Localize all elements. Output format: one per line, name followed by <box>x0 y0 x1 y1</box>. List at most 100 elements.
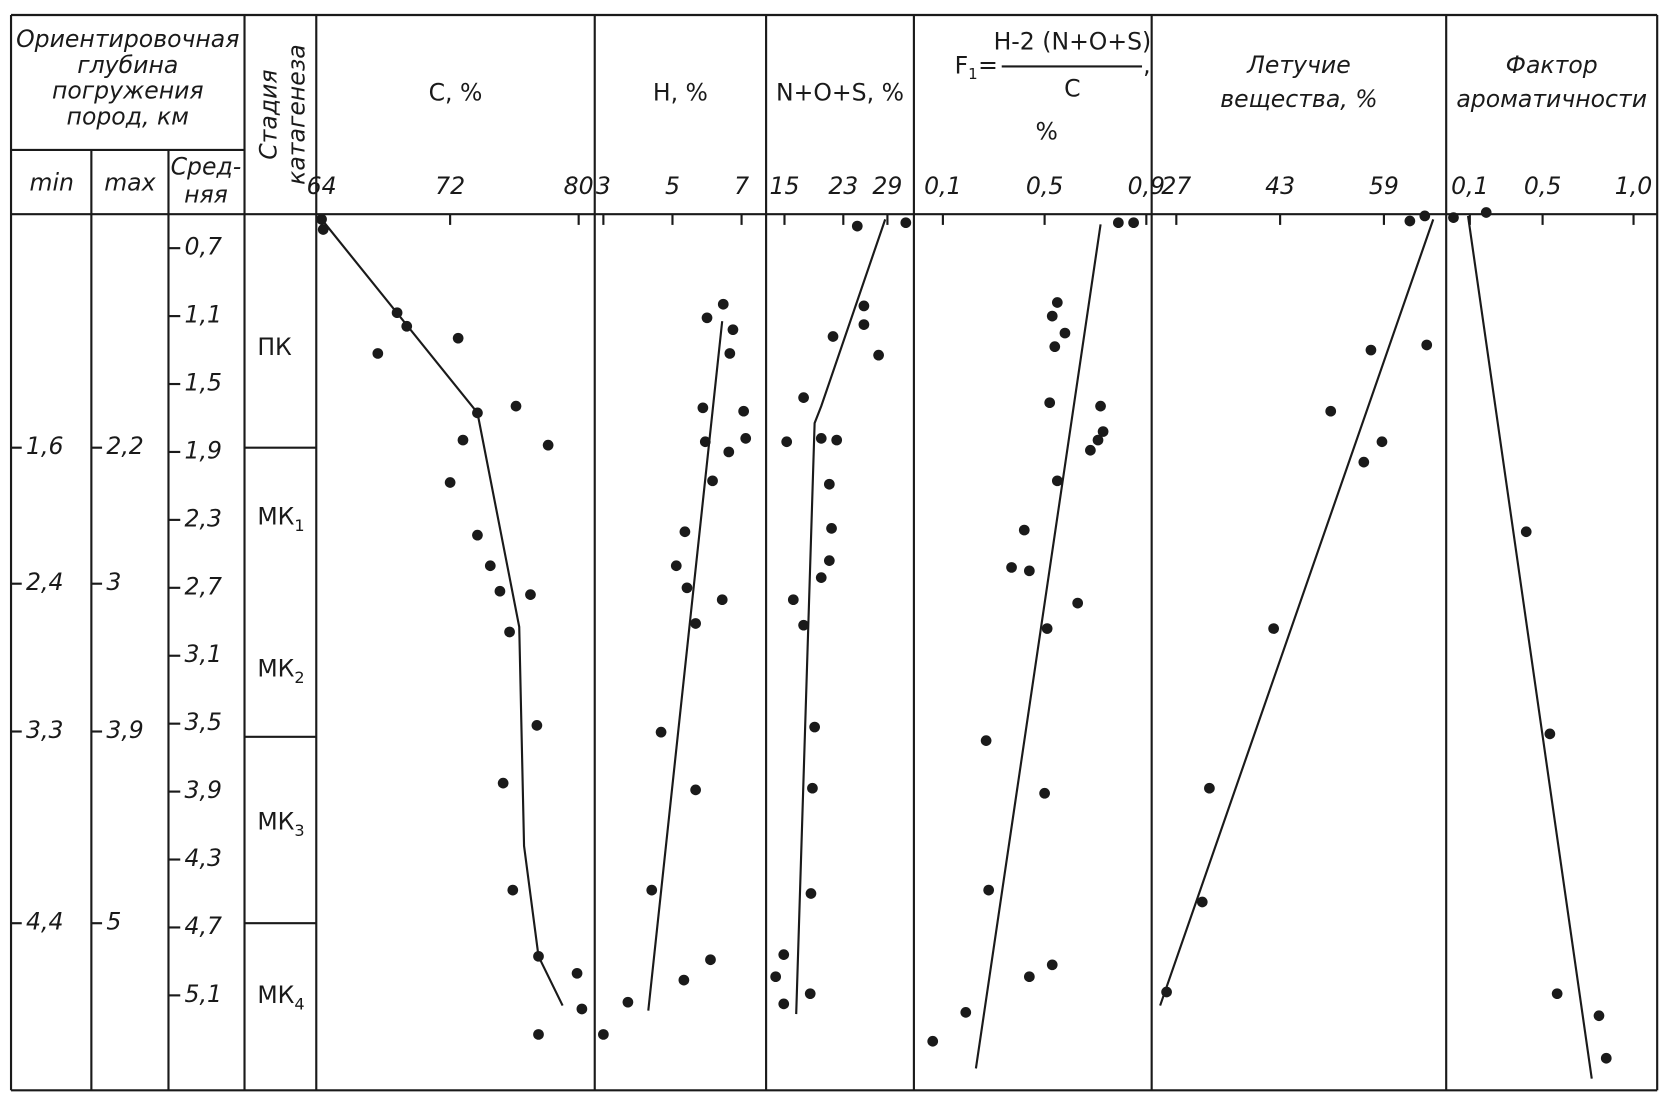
data-point <box>798 392 809 403</box>
data-point <box>1023 971 1035 983</box>
y-tick-label: 5,1 <box>185 980 222 1008</box>
data-point <box>815 572 827 583</box>
x-tick-label: 43 <box>1265 172 1295 200</box>
stage-label: МК2 <box>257 654 304 687</box>
header-line: Ориентировочная <box>16 25 239 53</box>
x-tick-label: 0,1 <box>1451 172 1488 200</box>
x-tick-label: 15 <box>769 172 799 200</box>
data-point <box>1051 475 1063 487</box>
title-symbol: F <box>955 51 969 79</box>
data-point <box>497 777 509 789</box>
data-point <box>960 1007 972 1018</box>
avg-header: Сред- <box>171 153 242 181</box>
range-label: 3,9 <box>106 716 143 744</box>
data-point <box>670 560 682 572</box>
stage-sub: 1 <box>294 515 304 534</box>
range-label: 2,4 <box>26 568 63 596</box>
data-point <box>1421 339 1433 351</box>
x-tick-label: 3 <box>596 172 611 200</box>
data-point <box>510 400 522 412</box>
stage-name: МК <box>257 654 294 682</box>
data-point <box>727 324 739 336</box>
data-point <box>697 402 709 414</box>
y-tick-label: 1,9 <box>185 436 222 464</box>
data-point <box>1204 782 1215 794</box>
data-point <box>1520 526 1532 538</box>
x-tick-label: 27 <box>1161 172 1191 200</box>
data-point <box>1600 1052 1612 1064</box>
data-point <box>1059 327 1071 339</box>
data-point <box>401 320 413 332</box>
data-point <box>1128 217 1139 229</box>
data-point <box>1268 623 1279 634</box>
panel-title: N+O+S, % <box>776 79 904 107</box>
stage-label: МК4 <box>257 981 304 1014</box>
data-point <box>1551 988 1563 1000</box>
data-point <box>740 433 752 444</box>
data-point <box>823 478 835 490</box>
data-point <box>542 439 554 451</box>
y-tick-label: 2,7 <box>185 572 222 600</box>
data-point <box>571 967 583 979</box>
data-point <box>316 213 327 225</box>
range-label: 5 <box>106 908 121 936</box>
title-unit: % <box>1036 117 1058 145</box>
data-point <box>1023 565 1035 577</box>
data-point <box>1544 728 1556 740</box>
data-point <box>472 407 483 419</box>
panel-title: F1 <box>955 51 978 82</box>
x-tick-label: 23 <box>828 172 858 200</box>
x-tick-label: 29 <box>872 172 902 200</box>
data-point <box>1039 787 1050 799</box>
panel-title: C, % <box>429 79 483 107</box>
data-point <box>1448 212 1459 223</box>
max-header: max <box>104 169 156 197</box>
data-point <box>1365 344 1377 356</box>
data-point <box>831 434 843 446</box>
x-tick-label: 0,1 <box>924 172 961 200</box>
x-tick-label: 59 <box>1369 172 1399 200</box>
data-point <box>1419 210 1431 222</box>
header-line: пород, км <box>67 102 189 130</box>
data-point <box>778 998 790 1010</box>
data-point <box>1112 217 1124 229</box>
data-point <box>452 332 464 344</box>
y-tick-label: 2,3 <box>185 504 222 532</box>
y-tick-label: 0,7 <box>185 233 222 261</box>
data-point <box>804 988 816 1000</box>
stage-sub: 4 <box>294 994 304 1013</box>
data-point <box>1049 341 1061 353</box>
frame <box>9 13 1659 1092</box>
data-point <box>927 1035 939 1047</box>
data-point <box>815 433 827 444</box>
data-point <box>681 582 693 594</box>
x-tick-label: 72 <box>435 172 465 200</box>
data-point <box>858 300 870 312</box>
x-tick-label: 80 <box>564 172 594 200</box>
data-point <box>1593 1010 1605 1022</box>
data-point <box>900 217 912 229</box>
stage-sub: 2 <box>294 667 304 686</box>
data-point <box>873 349 884 361</box>
data-point <box>317 224 329 235</box>
data-point <box>823 555 835 566</box>
trend-line <box>320 218 564 1007</box>
data-point <box>1196 896 1208 908</box>
trend-line <box>974 224 1102 1069</box>
data-point <box>525 589 536 600</box>
x-tick-label: 1,0 <box>1615 172 1652 200</box>
data-point <box>701 312 713 324</box>
data-point <box>1161 986 1172 998</box>
range-label: 3,3 <box>26 716 63 744</box>
data-point <box>716 594 728 606</box>
x-tick-label: 0,5 <box>1026 172 1063 200</box>
title-denominator: C <box>1064 74 1080 102</box>
data-point <box>576 1003 588 1015</box>
data-point <box>717 298 729 310</box>
data-point <box>1044 397 1056 409</box>
data-point <box>807 782 818 794</box>
data-point <box>805 888 817 899</box>
data-point <box>533 1029 544 1040</box>
data-point <box>827 331 839 342</box>
stage-name: МК <box>257 981 294 1009</box>
